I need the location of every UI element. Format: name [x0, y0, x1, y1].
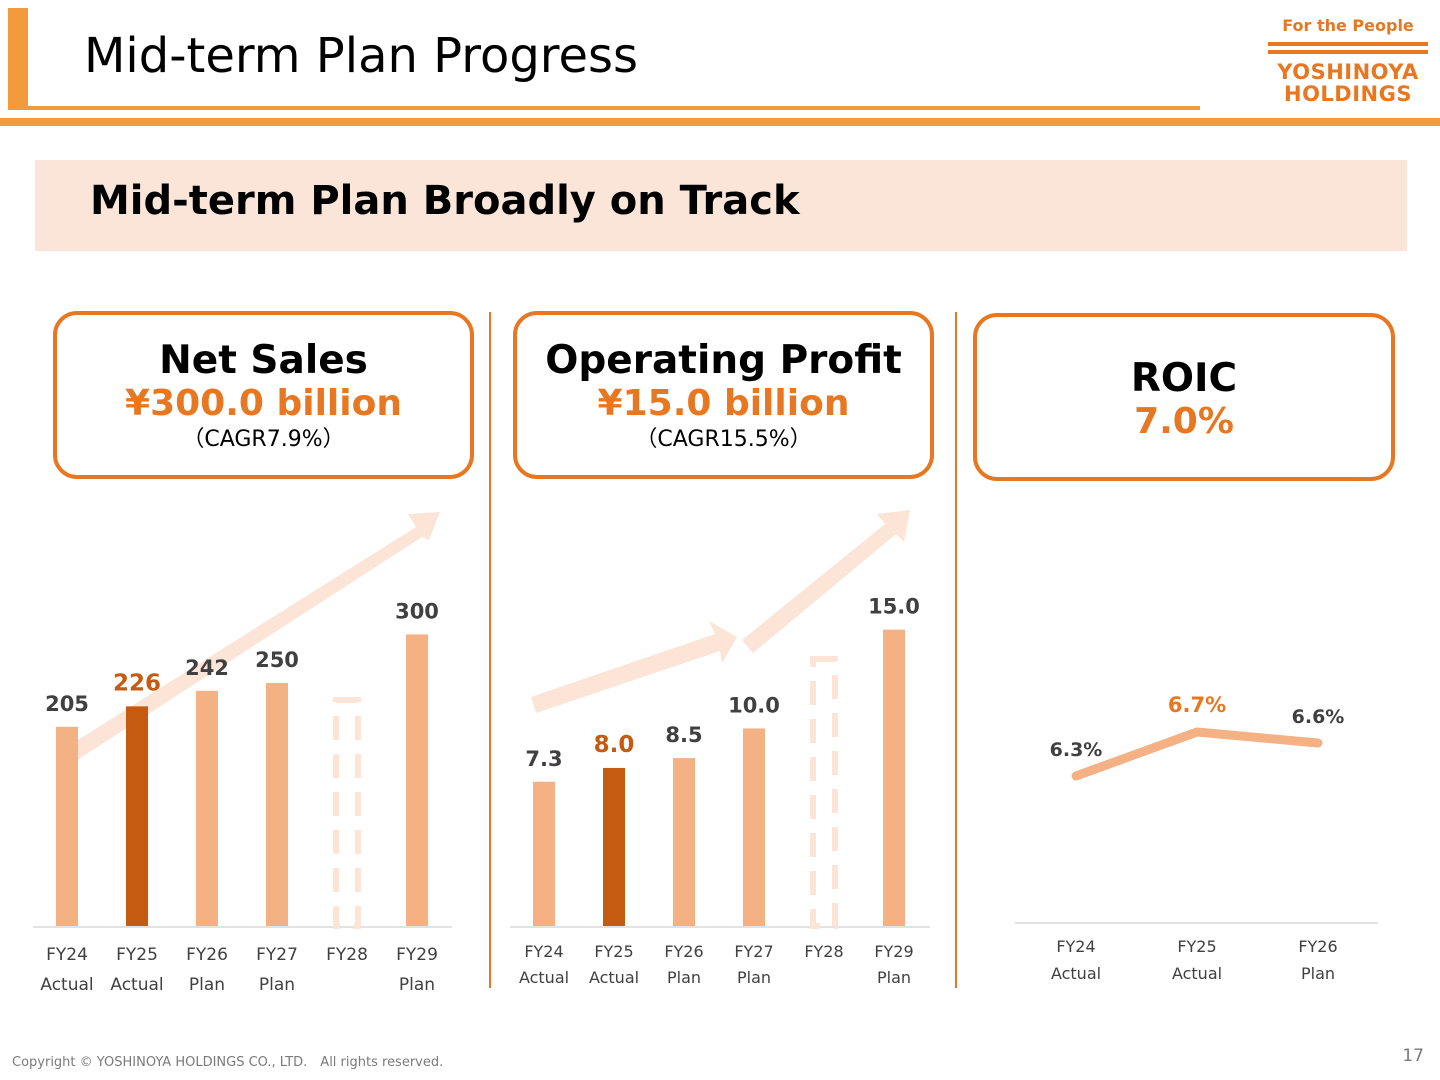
- x-tick-sublabel: Actual: [40, 975, 93, 995]
- header-divider: [0, 118, 1440, 126]
- x-tick-label: FY26: [1298, 937, 1337, 956]
- placeholder-bar: [810, 656, 838, 929]
- x-tick-label: FY27: [256, 945, 298, 965]
- data-label: 7.3: [525, 747, 562, 771]
- x-tick-sublabel: Plan: [737, 968, 771, 987]
- kpi-name: ROIC: [1130, 356, 1238, 401]
- data-label: 300: [395, 599, 439, 623]
- roic-line: [1071, 727, 1323, 781]
- roic-chart: 6.3% FY24 Actual 6.7% FY25 Actual 6.6% FY26 Plan: [1015, 693, 1378, 983]
- kpi-cagr: （CAGR7.9%）: [182, 427, 345, 452]
- x-tick-sublabel: Plan: [667, 968, 701, 987]
- x-tick-sublabel: Plan: [877, 968, 911, 987]
- net-sales-chart: 205 FY24 Actual 226 FY25 Actual 242 FY26 Plan 250…: [33, 512, 452, 995]
- x-tick-label: FY25: [594, 942, 633, 961]
- chart-plot: 7.3 FY24 Actual 8.0 FY25 Actual 8.5 FY26 Plan 10.…: [510, 595, 930, 987]
- bar: [533, 781, 555, 926]
- column-divider-2: [955, 312, 957, 988]
- bar: [56, 726, 78, 926]
- x-tick-label: FY25: [116, 945, 158, 965]
- logo-tagline: For the People: [1282, 16, 1414, 35]
- kpi-value: ¥15.0 billion: [597, 383, 850, 424]
- data-label: 242: [185, 656, 229, 680]
- operating-profit-chart: 7.3 FY24 Actual 8.0 FY25 Actual 8.5 FY26 Plan 10.…: [510, 510, 930, 987]
- x-tick-label: FY28: [804, 942, 843, 961]
- data-label: 6.7%: [1168, 693, 1226, 717]
- x-tick-label: FY24: [524, 942, 563, 961]
- kpi-name: Operating Profit: [545, 338, 902, 383]
- bar: [673, 758, 695, 926]
- x-tick-sublabel: Plan: [259, 975, 295, 995]
- x-tick-label: FY26: [186, 945, 228, 965]
- logo-rule-top: [1268, 42, 1428, 46]
- copyright-notice: Copyright © YOSHINOYA HOLDINGS CO., LTD.…: [12, 1055, 444, 1070]
- data-label: 205: [45, 692, 89, 716]
- x-tick-sublabel: Actual: [1051, 964, 1101, 983]
- x-tick-label: FY24: [46, 945, 88, 965]
- page-number: 17: [1402, 1046, 1424, 1066]
- bar: [266, 683, 288, 926]
- data-label: 15.0: [868, 595, 920, 619]
- x-tick-label: FY29: [874, 942, 913, 961]
- x-tick-sublabel: Plan: [399, 975, 435, 995]
- x-tick-label: FY28: [326, 945, 368, 965]
- page-title: Mid-term Plan Progress: [84, 28, 639, 84]
- x-tick-sublabel: Actual: [519, 968, 569, 987]
- bar: [406, 634, 428, 926]
- kpi-name: Net Sales: [159, 338, 368, 383]
- kpi-box-roic: ROIC 7.0%: [973, 313, 1395, 481]
- growth-arrow: [742, 510, 910, 653]
- chart-plot: 6.3% FY24 Actual 6.7% FY25 Actual 6.6% FY26 Plan: [1015, 693, 1378, 983]
- title-underline: [8, 106, 1200, 110]
- x-tick-label: FY29: [396, 945, 438, 965]
- kpi-value: 7.0%: [1134, 401, 1234, 442]
- data-label: 6.6%: [1292, 706, 1345, 728]
- company-logo: For the People YOSHINOYA HOLDINGS: [1262, 14, 1434, 110]
- bar: [126, 706, 148, 926]
- kpi-box-operating-profit: Operating Profit ¥15.0 billion （CAGR15.5…: [513, 311, 934, 479]
- data-label: 10.0: [728, 693, 780, 717]
- bar: [603, 767, 625, 926]
- title-accent-bar: [8, 8, 28, 110]
- x-tick-label: FY24: [1056, 937, 1095, 956]
- column-divider-1: [489, 312, 491, 988]
- summary-banner-text: Mid-term Plan Broadly on Track: [90, 178, 800, 224]
- x-tick-sublabel: Actual: [589, 968, 639, 987]
- data-label: 226: [113, 670, 161, 696]
- bar: [196, 690, 218, 926]
- growth-arrow: [62, 512, 440, 764]
- bar: [883, 629, 905, 926]
- x-tick-label: FY25: [1177, 937, 1216, 956]
- bar: [743, 728, 765, 926]
- data-label: 6.3%: [1050, 739, 1103, 761]
- logo-line-1: YOSHINOYA: [1277, 60, 1419, 84]
- kpi-cagr: （CAGR15.5%）: [635, 427, 812, 452]
- placeholder-bar: [333, 697, 361, 929]
- kpi-box-net-sales: Net Sales ¥300.0 billion （CAGR7.9%）: [53, 311, 474, 479]
- x-tick-sublabel: Actual: [1172, 964, 1222, 983]
- logo-rule-bottom: [1268, 50, 1428, 54]
- kpi-value: ¥300.0 billion: [125, 383, 402, 424]
- data-label: 8.0: [594, 732, 635, 758]
- data-label: 8.5: [665, 723, 702, 747]
- x-tick-label: FY26: [664, 942, 703, 961]
- x-tick-label: FY27: [734, 942, 773, 961]
- x-tick-sublabel: Actual: [110, 975, 163, 995]
- summary-banner: [35, 160, 1407, 251]
- data-label: 250: [255, 648, 299, 672]
- logo-line-2: HOLDINGS: [1284, 82, 1412, 106]
- x-tick-sublabel: Plan: [1301, 964, 1335, 983]
- growth-arrow: [531, 621, 737, 713]
- x-tick-sublabel: Plan: [189, 975, 225, 995]
- chart-plot: 205 FY24 Actual 226 FY25 Actual 242 FY26 Plan 250…: [33, 599, 452, 995]
